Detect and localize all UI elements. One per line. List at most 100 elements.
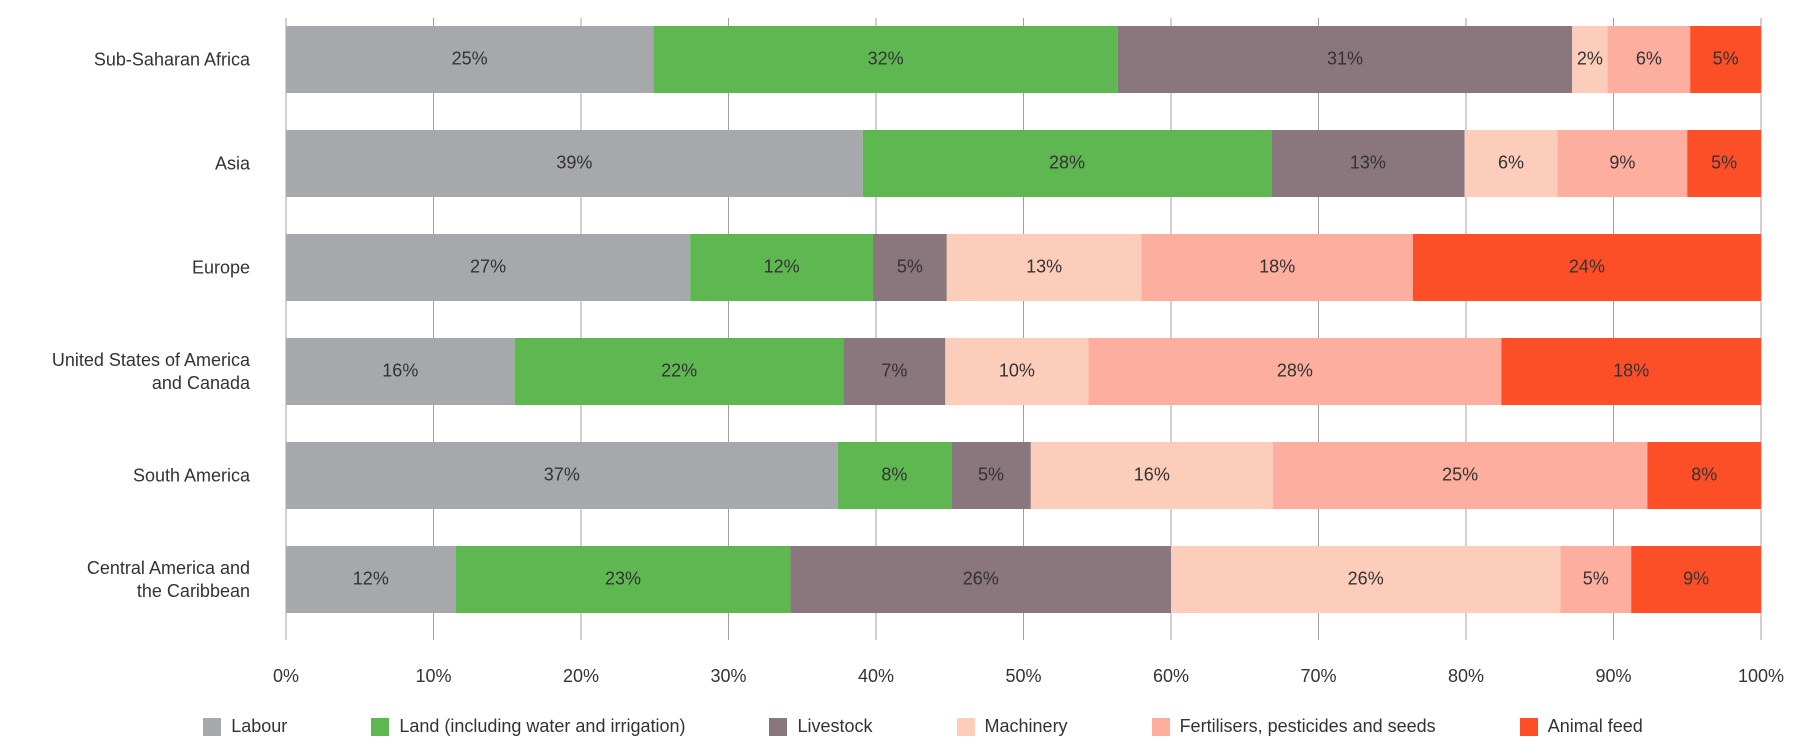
bar-segment (1501, 338, 1761, 405)
bar-segment (1141, 234, 1413, 301)
bar-segment (837, 442, 952, 509)
data-label: 18% (1613, 360, 1649, 380)
data-label: 6% (1636, 48, 1662, 68)
x-tick-label: 70% (1300, 666, 1336, 686)
bar-segment (286, 442, 838, 509)
data-label: 5% (1583, 568, 1609, 588)
bar-segment (1171, 546, 1561, 613)
bar-segment (1647, 442, 1761, 509)
legend-label: Land (including water and irrigation) (399, 716, 686, 736)
data-label: 28% (1277, 360, 1313, 380)
bar-segment (1631, 546, 1761, 613)
bar-segment (286, 338, 515, 405)
data-label: 39% (556, 152, 592, 172)
legend-swatch (769, 717, 788, 736)
bar-segment (1560, 546, 1632, 613)
legend-label: Machinery (984, 716, 1068, 736)
bar-segment (455, 546, 791, 613)
bar-segment (514, 338, 844, 405)
bar-segment (286, 26, 654, 93)
legend-swatch (1151, 717, 1170, 736)
data-label: 25% (452, 48, 488, 68)
bar-segment (843, 338, 946, 405)
x-tick-label: 60% (1153, 666, 1189, 686)
legend-label: Labour (231, 716, 288, 736)
bar-segment (946, 234, 1142, 301)
data-label: 5% (1713, 48, 1739, 68)
data-label: 5% (1711, 152, 1737, 172)
bar-segment (1557, 130, 1688, 197)
bar-segment (1687, 130, 1761, 197)
data-label: 32% (868, 48, 904, 68)
bar-segment (1271, 130, 1465, 197)
data-label: 7% (881, 360, 907, 380)
bar-segment (286, 234, 691, 301)
data-label: 28% (1049, 152, 1085, 172)
legend-label: Fertilisers, pesticides and seeds (1179, 716, 1436, 736)
data-label: 12% (764, 256, 800, 276)
legend-item: Machinery (956, 716, 1068, 737)
bar-segment (945, 338, 1089, 405)
bar-segment (1412, 234, 1761, 301)
data-label: 6% (1498, 152, 1524, 172)
data-label: 2% (1577, 48, 1603, 68)
bar-segment (1030, 442, 1273, 509)
x-tick-label: 90% (1595, 666, 1631, 686)
legend-item: Land (including water and irrigation) (371, 716, 685, 737)
x-tick-label: 0% (273, 666, 299, 686)
data-label: 16% (1134, 464, 1170, 484)
data-label: 31% (1327, 48, 1363, 68)
bar-segment (1088, 338, 1502, 405)
legend-swatch (956, 717, 975, 736)
data-label: 9% (1683, 568, 1709, 588)
x-tick-label: 80% (1448, 666, 1484, 686)
legend-swatch (1519, 717, 1538, 736)
data-label: 26% (1348, 568, 1384, 588)
data-label: 13% (1026, 256, 1062, 276)
legend: Labour Land (including water and irrigati… (0, 716, 1806, 737)
legend-item: Animal feed (1519, 716, 1643, 737)
x-tick-label: 40% (858, 666, 894, 686)
bar-segment (1117, 26, 1573, 93)
bar-segment (1464, 130, 1558, 197)
data-label: 9% (1609, 152, 1635, 172)
category-label: Sub-Saharan Africa (93, 49, 250, 69)
data-label: 8% (1691, 464, 1717, 484)
bar-segment (873, 234, 947, 301)
category-label: United States of America and Canada (51, 349, 250, 393)
data-label: 23% (605, 568, 641, 588)
data-label: 8% (881, 464, 907, 484)
bar-segment (286, 546, 456, 613)
x-tick-label: 100% (1738, 666, 1784, 686)
legend-swatch (203, 717, 222, 736)
data-label: 13% (1350, 152, 1386, 172)
legend-swatch (371, 717, 390, 736)
category-label: Central America and the Caribbean (86, 557, 250, 601)
legend-label: Animal feed (1547, 716, 1643, 736)
category-label: South America (132, 465, 250, 485)
category-label: Asia (214, 153, 250, 173)
data-label: 37% (544, 464, 580, 484)
x-tick-label: 50% (1005, 666, 1041, 686)
bar-segment (1607, 26, 1691, 93)
category-label: Europe (191, 257, 250, 277)
legend-item: Livestock (769, 716, 873, 737)
legend-item: Labour (203, 716, 287, 737)
data-label: 5% (978, 464, 1004, 484)
bar-segment (1690, 26, 1761, 93)
data-label: 25% (1442, 464, 1478, 484)
x-tick-label: 20% (563, 666, 599, 686)
data-label: 26% (963, 568, 999, 588)
data-label: 10% (999, 360, 1035, 380)
x-tick-label: 10% (415, 666, 451, 686)
bar-segment (690, 234, 874, 301)
legend-label: Livestock (797, 716, 873, 736)
legend-item: Fertilisers, pesticides and seeds (1151, 716, 1436, 737)
bar-segment (790, 546, 1171, 613)
data-label: 27% (470, 256, 506, 276)
data-label: 5% (897, 256, 923, 276)
bar-segment (653, 26, 1118, 93)
data-label: 24% (1569, 256, 1605, 276)
